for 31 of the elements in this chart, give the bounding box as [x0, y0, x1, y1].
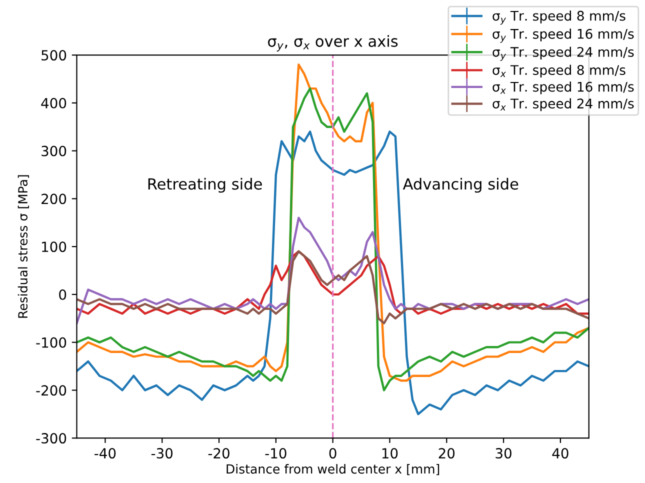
- legend-label: σ$_{y}$ Tr. speed 8 mm/s: [492, 10, 626, 25]
- x-tick-label: 20: [438, 448, 455, 459]
- legend-label: σ$_{x}$ Tr. speed 8 mm/s: [492, 64, 626, 78]
- x-tick-label: -20: [208, 448, 230, 459]
- line-series: [76, 130, 589, 416]
- annotation: Retreating side: [148, 178, 262, 193]
- x-axis-title: Distance from weld center x [mm]: [226, 464, 440, 476]
- x-tick-label: -10: [265, 448, 286, 459]
- x-tick-label: 40: [552, 448, 568, 459]
- legend-label: σ$_{y}$ Tr. speed 24 mm/s: [492, 46, 634, 61]
- y-tick-label: -100: [36, 337, 66, 348]
- y-tick-label: -300: [36, 433, 66, 444]
- x-tick-label: -30: [151, 448, 173, 459]
- y-tick-label: 300: [42, 146, 66, 156]
- y-axis-title: Residual stress σ [MPa]: [18, 175, 30, 318]
- y-tick-label: 400: [41, 98, 66, 108]
- legend-label: σ$_{x}$ Tr. speed 24 mm/s: [492, 98, 634, 112]
- chart-title: σ$_{y}$, σ$_{x}$ over x axis: [268, 35, 398, 52]
- y-tick-label: 0: [59, 289, 66, 300]
- annotation: Advancing side: [402, 178, 518, 193]
- line-series: [76, 216, 589, 324]
- x-tick-label: -40: [94, 448, 116, 459]
- x-tick-label: 0: [329, 448, 336, 459]
- y-tick-label: -200: [36, 385, 66, 396]
- y-tick-label: 100: [42, 242, 66, 252]
- x-tick-label: 10: [382, 448, 398, 459]
- legend-label: σ$_{x}$ Tr. speed 16 mm/s: [492, 82, 634, 94]
- y-tick-label: 200: [42, 194, 66, 204]
- x-tick-label: 30: [496, 448, 512, 459]
- y-tick-label: 500: [42, 50, 66, 61]
- legend-label: σ$_{y}$ Tr. speed 16 mm/s: [492, 28, 634, 43]
